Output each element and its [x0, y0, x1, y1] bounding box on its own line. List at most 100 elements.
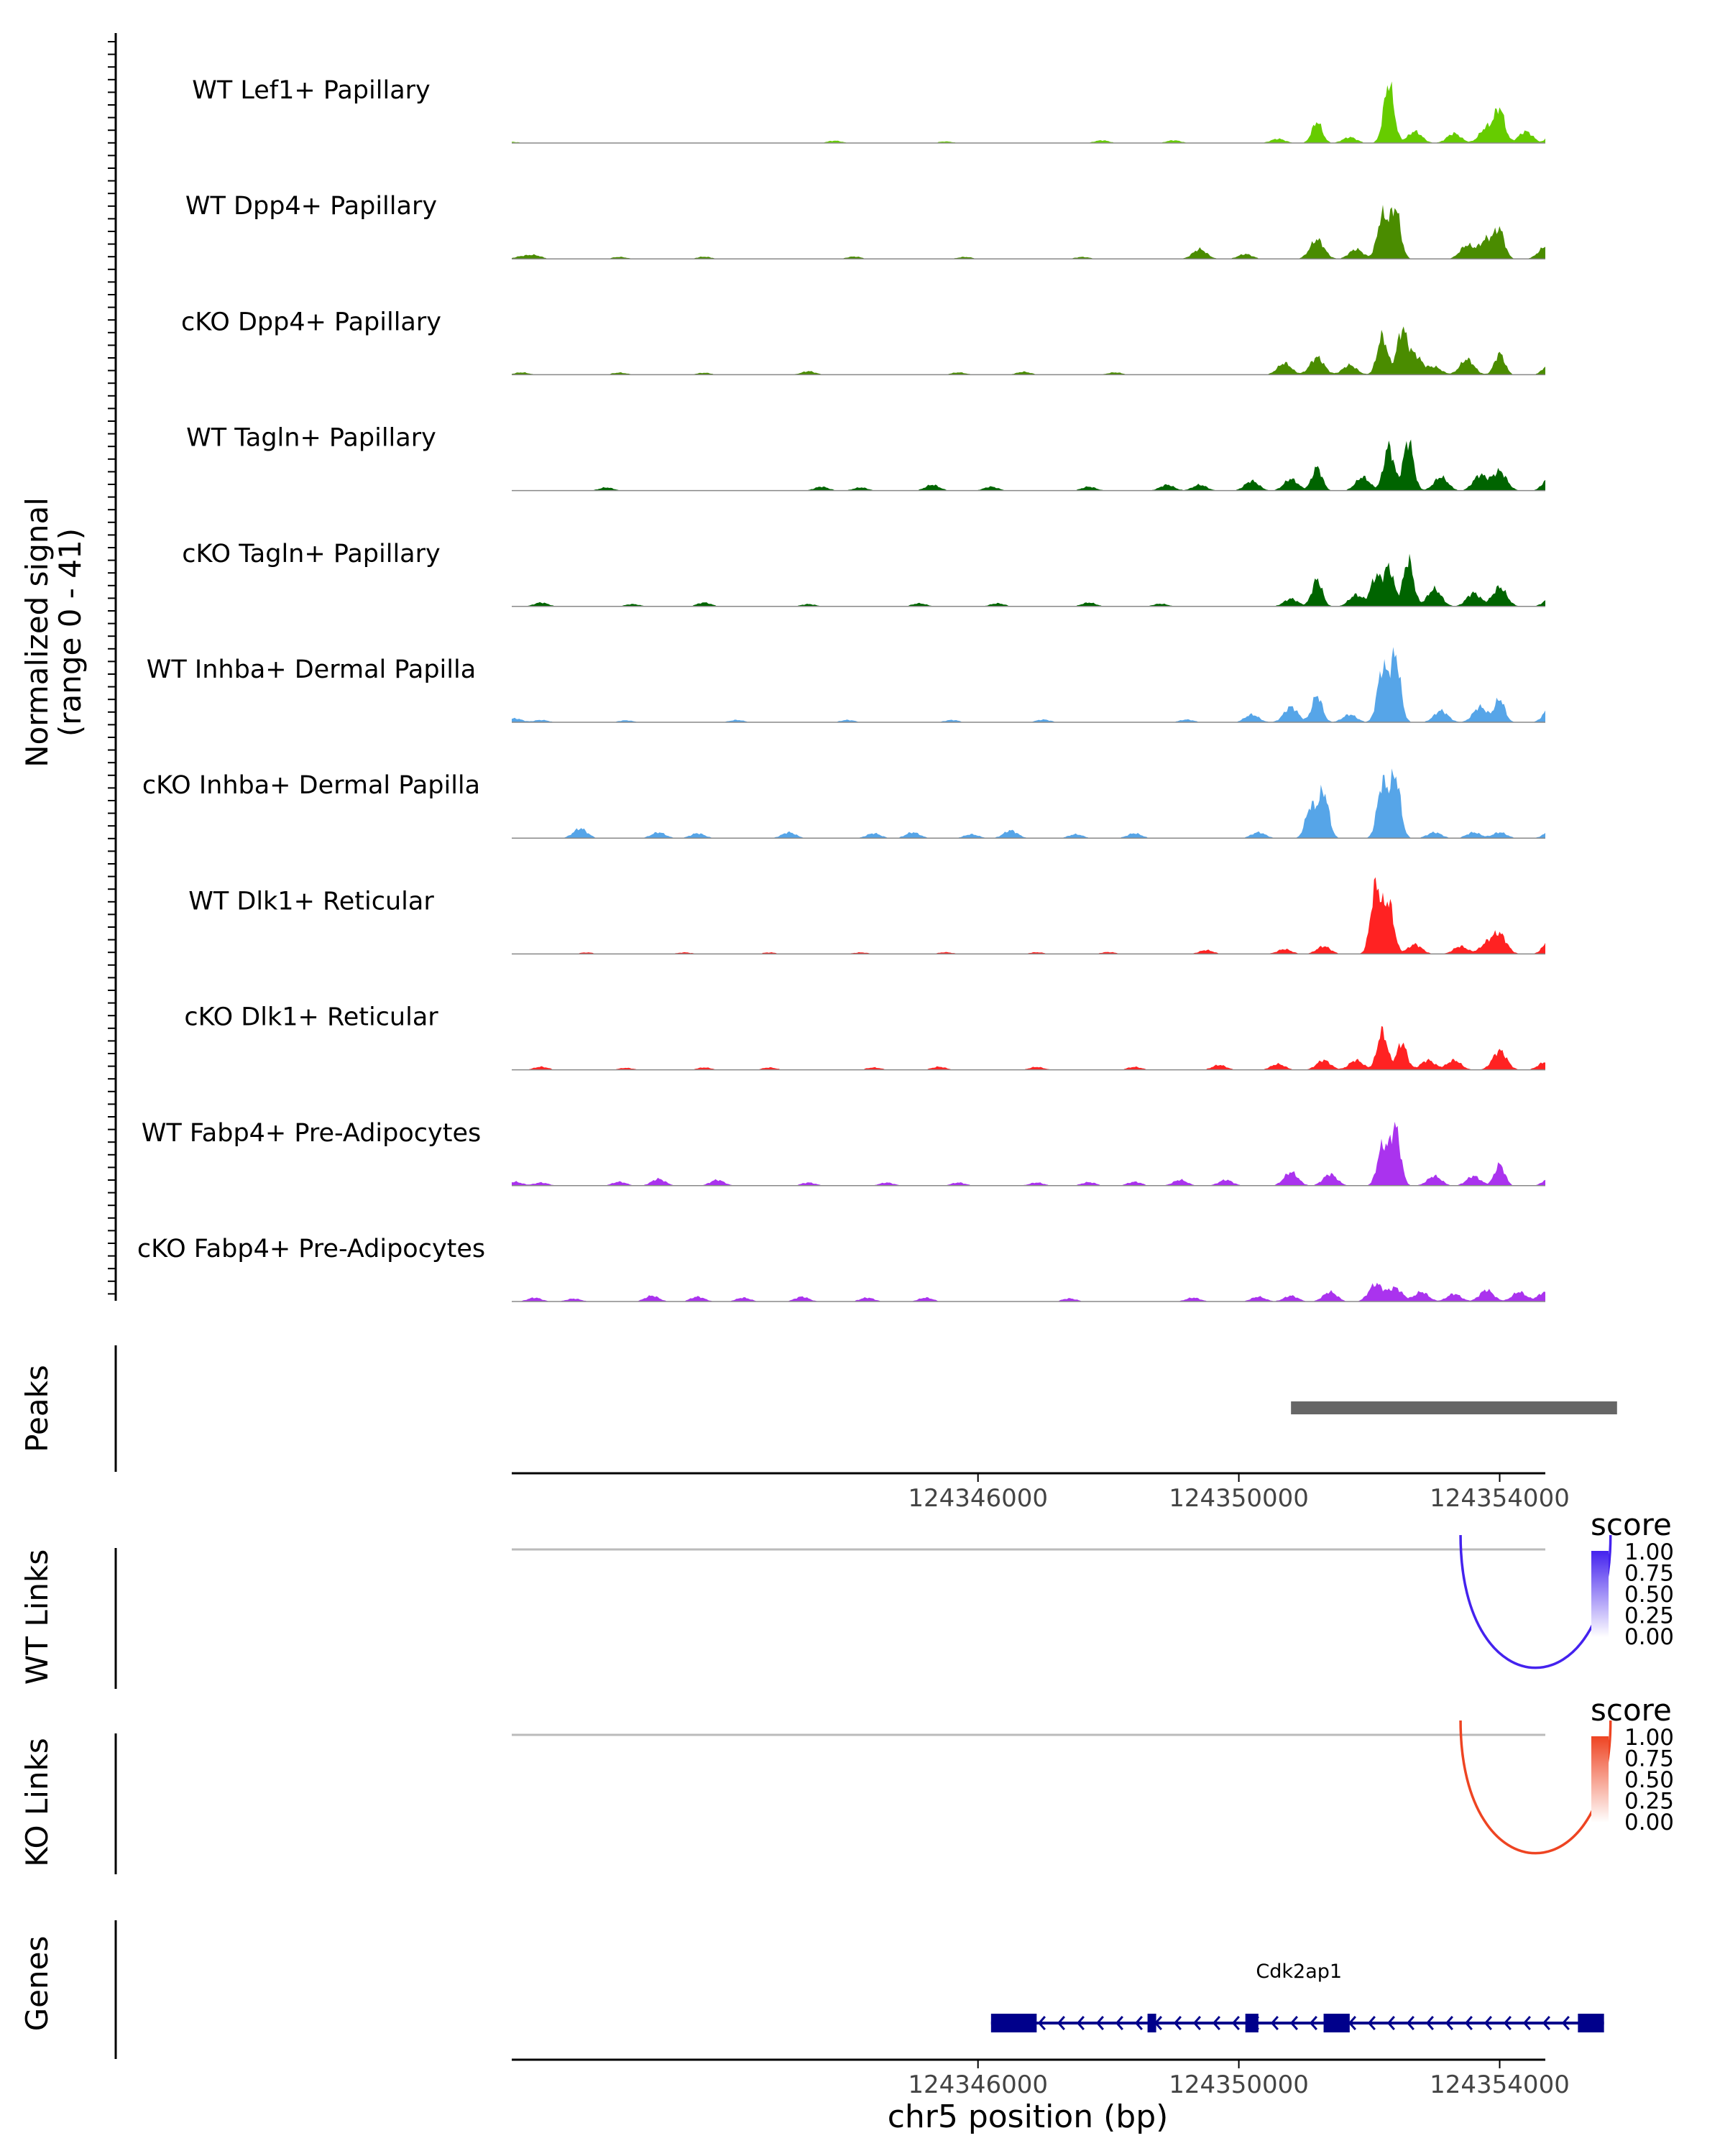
strand-arrow [1095, 2016, 1104, 2030]
track-label: cKO Dpp4+ Papillary [181, 308, 441, 336]
track-label: cKO Fabp4+ Pre-Adipocytes [137, 1235, 485, 1263]
legend-tick-label: 0.50 [1624, 1767, 1674, 1793]
gene-name: Cdk2ap1 [1256, 1961, 1342, 1983]
coverage-track: cKO Dlk1+ Reticular [184, 1003, 1545, 1071]
coverage-area [512, 205, 1545, 259]
legend-tick-label: 1.00 [1624, 1725, 1674, 1751]
x-tick-label: 124350000 [1169, 2070, 1309, 2099]
coverage-track: cKO Fabp4+ Pre-Adipocytes [137, 1235, 1545, 1302]
strand-arrow [1445, 2016, 1453, 2030]
coverage-area [512, 1121, 1545, 1186]
genes-panel: Cdk2ap1 124346000 124350000 124354000 [114, 1920, 1604, 2099]
strand-arrow [1503, 2016, 1512, 2030]
track-label: cKO Tagln+ Papillary [182, 540, 441, 568]
strand-arrow [1406, 2016, 1414, 2030]
peak-region [1291, 1401, 1617, 1414]
x-tick-label: 124354000 [1430, 2070, 1570, 2099]
strand-arrow [1367, 2016, 1376, 2030]
strand-arrow [1484, 2016, 1492, 2030]
links-track-label: WT Links [19, 1549, 55, 1685]
genes-track-label: Genes [19, 1936, 55, 2032]
track-label: WT Dpp4+ Papillary [185, 192, 437, 221]
legend-tick-label: 0.00 [1624, 1810, 1674, 1835]
x-tick-label: 124350000 [1169, 1484, 1309, 1513]
track-label: WT Fabp4+ Pre-Adipocytes [142, 1119, 481, 1148]
coverage-area [512, 326, 1545, 375]
links-track-label: KO Links [19, 1738, 55, 1867]
coverage-track: WT Inhba+ Dermal Papilla [147, 647, 1545, 723]
strand-arrow [1386, 2016, 1395, 2030]
coverage-area [512, 1282, 1545, 1302]
legend-tick-label: 0.25 [1624, 1603, 1674, 1629]
strand-arrow [1522, 2016, 1531, 2030]
coverage-area [512, 81, 1545, 143]
strand-arrow [1134, 2016, 1143, 2030]
link-arc [1459, 1534, 1612, 1669]
strand-arrow [1561, 2016, 1570, 2030]
strand-arrow [1212, 2016, 1220, 2030]
strand-arrow [1464, 2016, 1473, 2030]
track-label: WT Dlk1+ Reticular [188, 887, 434, 916]
coverage-y-axis [108, 33, 117, 1301]
legend-tick-label: 0.50 [1624, 1582, 1674, 1608]
strand-arrow [1270, 2016, 1279, 2030]
legend-tick-label: 1.00 [1624, 1539, 1674, 1565]
track-label: WT Lef1+ Papillary [192, 76, 431, 105]
legend-tick-label: 0.75 [1624, 1561, 1674, 1587]
strand-arrow [1425, 2016, 1434, 2030]
gene-exon [1245, 2014, 1259, 2032]
coverage-y-sublabel: (range 0 - 41) [52, 528, 88, 737]
strand-arrow [1542, 2016, 1550, 2030]
strand-arrow [1289, 2016, 1298, 2030]
x-tick-label: 124346000 [908, 2070, 1048, 2099]
x-tick-label: 124346000 [908, 1484, 1048, 1513]
strand-arrow [1037, 2016, 1046, 2030]
coverage-panel: WT Lef1+ Papillary WT Dpp4+ Papillary cKO … [137, 76, 1545, 1302]
gene-exon [1578, 2014, 1604, 2032]
coverage-track: WT Dlk1+ Reticular [188, 877, 1545, 955]
coverage-y-label: Normalized signal [19, 497, 55, 768]
coverage-area [512, 877, 1545, 954]
gene-exon [990, 2014, 1037, 2032]
gene-exon [1323, 2014, 1350, 2032]
peaks-track-label: Peaks [19, 1365, 55, 1452]
strand-arrow [1115, 2016, 1123, 2030]
track-label: cKO Inhba+ Dermal Papilla [142, 771, 480, 800]
x-tick-label: 124354000 [1430, 1484, 1570, 1513]
coverage-track: WT Dpp4+ Papillary [185, 192, 1545, 259]
gene: Cdk2ap1 [990, 1961, 1604, 2032]
peaks-panel: 124346000 124350000 124354000 [114, 1345, 1617, 1513]
strand-arrow [1057, 2016, 1065, 2030]
legend-colorbar [1591, 1736, 1609, 1823]
legend-tick-label: 0.00 [1624, 1624, 1674, 1650]
coverage-track: cKO Inhba+ Dermal Papilla [142, 768, 1545, 839]
coverage-track: WT Tagln+ Papillary [186, 424, 1545, 492]
track-label: WT Inhba+ Dermal Papilla [147, 655, 476, 684]
track-label: WT Tagln+ Papillary [186, 424, 436, 453]
strand-arrow [1231, 2016, 1240, 2030]
strand-arrow [1348, 2016, 1356, 2030]
coverage-track: cKO Dpp4+ Papillary [181, 308, 1545, 376]
legend-colorbar [1591, 1551, 1609, 1637]
legend-title: score [1591, 1507, 1672, 1542]
coverage-track: WT Fabp4+ Pre-Adipocytes [142, 1119, 1545, 1187]
legend-tick-label: 0.75 [1624, 1746, 1674, 1772]
strand-arrow [1309, 2016, 1317, 2030]
legend-tick-label: 0.25 [1624, 1789, 1674, 1815]
gene-exon [1147, 2014, 1156, 2032]
coverage-area [512, 647, 1545, 722]
x-axis-title: chr5 position (bp) [888, 2099, 1169, 2135]
coverage-area [512, 439, 1545, 491]
coverage-area [512, 1026, 1545, 1070]
strand-arrow [1192, 2016, 1201, 2030]
coverage-area [512, 768, 1545, 839]
coverage-area [512, 553, 1545, 607]
track-label: cKO Dlk1+ Reticular [184, 1003, 438, 1032]
coverage-track: WT Lef1+ Papillary [192, 76, 1545, 144]
coverage-track: cKO Tagln+ Papillary [182, 540, 1545, 607]
strand-arrow [1173, 2016, 1182, 2030]
